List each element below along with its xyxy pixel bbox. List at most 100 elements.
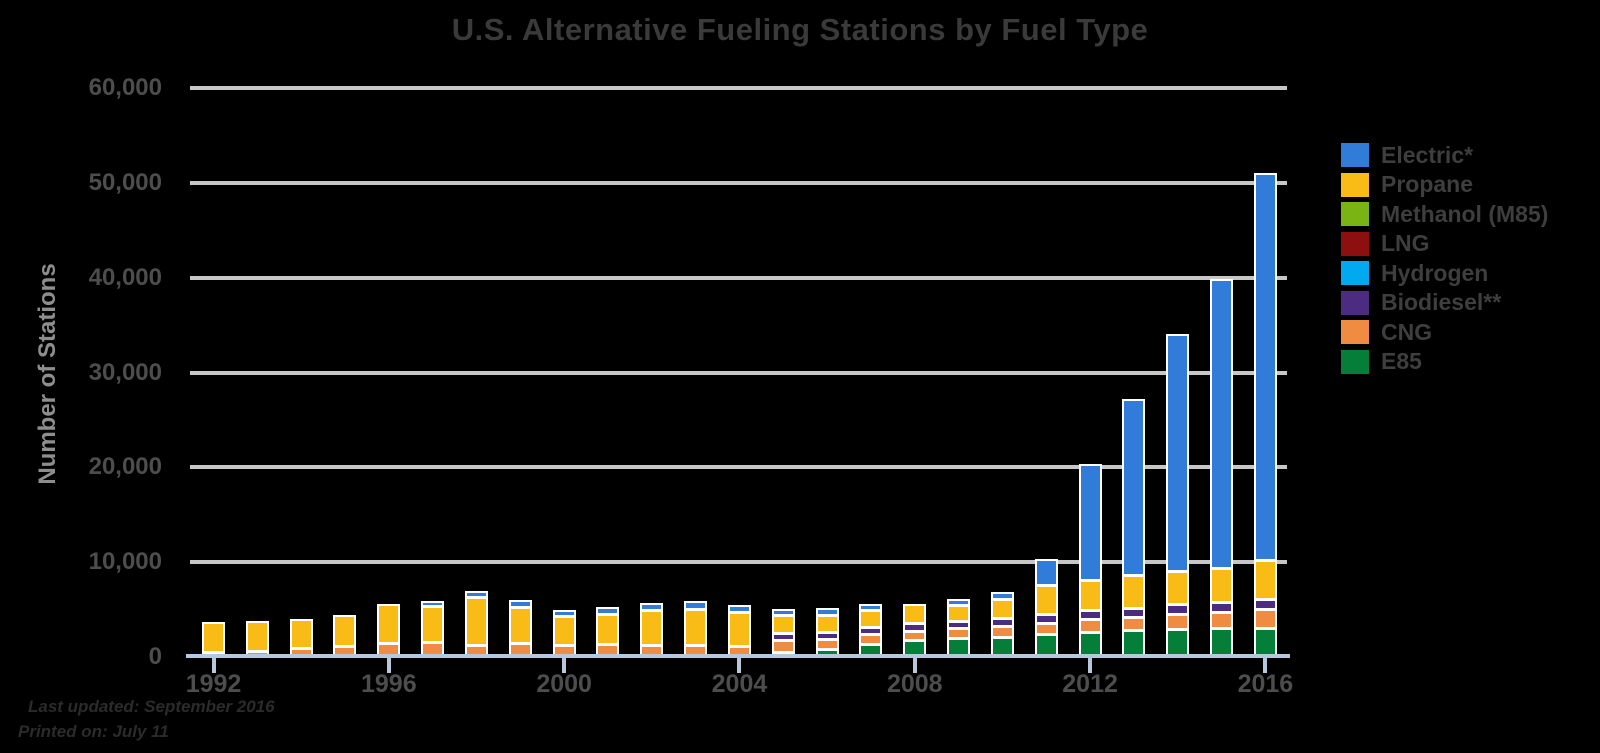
legend-label: CNG — [1381, 318, 1433, 345]
legend-label: Propane — [1381, 171, 1474, 197]
x-axis-tick-label: 2016 — [1237, 670, 1294, 698]
legend-swatch — [1341, 320, 1369, 344]
bar-segment-cng — [992, 628, 1012, 636]
bar-segment-cng — [554, 646, 574, 657]
legend-label: Methanol (M85) — [1381, 200, 1549, 227]
bar-segment-cng — [1255, 610, 1275, 627]
bar-segment-cng — [291, 650, 311, 657]
chart-title: U.S. Alternative Fueling Stations by Fue… — [451, 12, 1149, 47]
legend-label: Biodiesel** — [1381, 289, 1502, 315]
legend-swatch — [1341, 231, 1369, 256]
bar-segment-propane — [423, 607, 443, 642]
y-axis-tick-label: 20,000 — [88, 453, 162, 481]
bar-segment-e85 — [1212, 630, 1232, 657]
stacked-bar-1996 — [377, 604, 401, 657]
bar-segment-propane — [773, 617, 793, 632]
bar-segment-propane — [1255, 562, 1275, 599]
stacked-bar-2005 — [771, 608, 795, 657]
y-axis-tick-label: 30,000 — [88, 358, 162, 386]
gridline — [190, 465, 1287, 470]
y-axis-tick-label: 40,000 — [88, 263, 162, 291]
stacked-bar-2012 — [1078, 463, 1102, 657]
legend-swatch — [1341, 202, 1369, 226]
x-axis-tick-label: 2012 — [1062, 670, 1118, 698]
bar-segment-propane — [1212, 570, 1232, 602]
legend-label: E85 — [1381, 348, 1422, 374]
bar-segment-propane — [291, 620, 311, 648]
bar-segment-cng — [598, 646, 618, 657]
bar-segment-propane — [992, 601, 1012, 618]
stacked-bar-2000 — [552, 609, 576, 657]
x-axis-tick — [211, 657, 216, 673]
legend-swatch — [1341, 143, 1369, 167]
bar-segment-propane — [335, 617, 355, 646]
bar-segment-biodiesel — [905, 625, 925, 630]
bar-segment-electric — [1080, 465, 1100, 579]
x-axis-tick-label: 2008 — [886, 670, 943, 698]
bar-segment-e85 — [992, 638, 1012, 657]
bar-segment-cng — [1036, 624, 1056, 634]
bar-segment-electric — [423, 602, 443, 605]
bar-segment-cng — [1080, 621, 1100, 632]
gridline — [190, 180, 1287, 185]
legend-swatch — [1341, 261, 1369, 285]
bar-segment-propane — [729, 614, 749, 645]
bar-segment-electric — [598, 608, 618, 613]
bar-segment-electric — [729, 606, 749, 612]
x-axis-tick — [1263, 657, 1268, 673]
bar-segment-cng — [773, 642, 793, 651]
bar-segment-cng — [1168, 615, 1188, 629]
bar-segment-electric — [1168, 336, 1188, 570]
stacked-bar-1992 — [202, 622, 225, 657]
bar-segment-e85 — [1036, 636, 1056, 657]
legend-label: Hydrogen — [1381, 259, 1489, 286]
stacked-bar-2001 — [596, 606, 620, 657]
stacked-bar-2008 — [903, 604, 927, 657]
footer-printed-on: Printed on: July 11 — [18, 722, 169, 741]
stacked-bar-1993 — [245, 621, 269, 657]
bar-segment-cng — [686, 647, 706, 657]
gridline — [190, 370, 1287, 375]
bar-segment-propane — [247, 623, 267, 651]
footer-last-updated: Last updated: September 2016 — [28, 697, 275, 716]
bar-segment-electric — [773, 610, 793, 615]
bar-segment-e85 — [949, 639, 969, 657]
bar-segment-cng — [729, 647, 749, 657]
bar-segment-electric — [1036, 561, 1056, 584]
bar-segment-propane — [379, 606, 399, 643]
legend-item-biodiesel: Biodiesel** — [1341, 289, 1548, 315]
y-axis-tick-label: 10,000 — [88, 548, 162, 576]
bar-segment-cng — [905, 632, 925, 640]
stacked-bar-2004 — [727, 604, 751, 657]
x-axis-tick — [1088, 657, 1093, 673]
x-axis-tick — [386, 657, 391, 673]
bar-segment-electric — [686, 603, 706, 608]
bar-segment-e85 — [1080, 634, 1100, 657]
y-axis-tick-label: 60,000 — [88, 74, 162, 101]
bar-segment-propane — [510, 609, 530, 643]
bar-segment-propane — [466, 599, 486, 644]
bar-segment-electric — [1255, 174, 1275, 560]
legend-label: LNG — [1381, 230, 1430, 256]
legend-item-cng: CNG — [1341, 318, 1548, 345]
bar-segment-electric — [817, 609, 837, 614]
bar-segment-propane — [1080, 581, 1100, 610]
bar-segment-biodiesel — [1124, 609, 1144, 616]
x-axis-tick-label: 2004 — [711, 670, 768, 698]
stacked-bar-2011 — [1034, 559, 1058, 657]
legend-swatch — [1341, 349, 1369, 374]
stacked-bar-1998 — [464, 590, 488, 657]
bar-segment-e85 — [1255, 629, 1275, 657]
bar-segment-biodiesel — [861, 628, 881, 633]
bar-segment-biodiesel — [1212, 604, 1232, 611]
bar-segment-biodiesel — [1080, 612, 1100, 619]
stacked-bar-2002 — [640, 602, 664, 657]
bar-segment-cng — [642, 646, 662, 657]
bar-segment-electric — [861, 606, 881, 610]
bar-segment-cng — [423, 644, 443, 657]
bar-segment-biodiesel — [1255, 601, 1275, 608]
x-axis-tick — [737, 657, 742, 673]
bar-segment-propane — [905, 606, 925, 623]
bar-segment-biodiesel — [817, 633, 837, 639]
x-axis-tick-label: 2000 — [536, 670, 592, 698]
